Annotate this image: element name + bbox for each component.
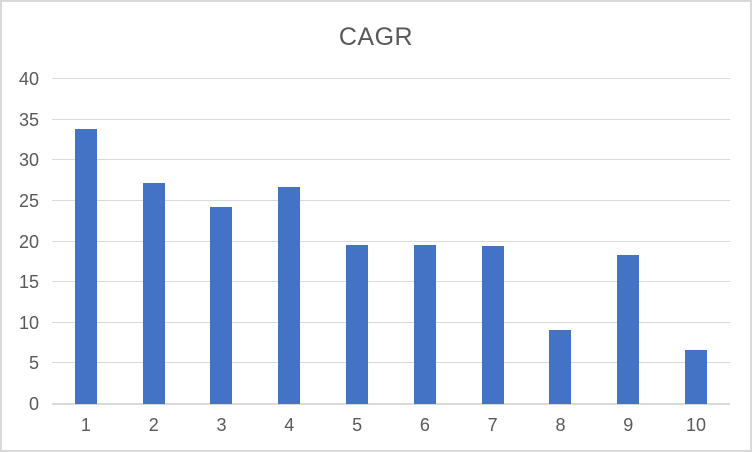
gridline — [52, 240, 730, 242]
y-axis-tick-label: 15 — [18, 272, 39, 293]
y-axis-tick-label: 35 — [18, 109, 39, 130]
x-axis-tick-label: 7 — [487, 415, 498, 435]
bar-7 — [481, 245, 504, 404]
y-axis-tick-label: 5 — [28, 353, 39, 374]
plot-area — [52, 78, 730, 405]
x-axis-tick-label: 2 — [148, 415, 159, 435]
bar-slot-7 — [459, 79, 527, 404]
y-axis-tick-label: 20 — [18, 231, 39, 252]
bar-slot-6 — [391, 79, 459, 404]
x-axis-tick-label: 6 — [419, 415, 430, 435]
bar-5 — [346, 244, 369, 404]
bar-slot-5 — [323, 79, 391, 404]
x-axis-tick-label: 10 — [686, 415, 707, 435]
bar-10 — [685, 349, 708, 404]
bar-slot-10 — [662, 79, 730, 404]
x-axis: 1 2 3 4 5 6 7 8 9 10 — [52, 415, 730, 436]
bar-4 — [278, 187, 301, 404]
bar-3 — [210, 206, 233, 404]
y-axis: 0 5 10 15 20 25 30 35 40 — [2, 70, 39, 413]
x-axis-tick-label: 9 — [623, 415, 634, 435]
bar-series — [52, 79, 730, 404]
bar-slot-4 — [255, 79, 323, 404]
bar-8 — [549, 330, 572, 404]
x-axis-tick-label: 8 — [555, 415, 566, 435]
chart-title: CAGR — [338, 23, 414, 51]
bar-2 — [142, 183, 165, 404]
x-axis-tick-label: 5 — [352, 415, 363, 435]
gridline — [52, 362, 730, 364]
gridline — [52, 281, 730, 283]
gridline — [52, 78, 730, 79]
bar-slot-2 — [120, 79, 188, 404]
bar-6 — [413, 244, 436, 404]
y-axis-tick-label: 30 — [18, 150, 39, 171]
x-axis-tick-label: 4 — [284, 415, 295, 435]
gridline — [52, 199, 730, 201]
y-axis-tick-label: 0 — [28, 394, 39, 414]
x-axis-tick-label: 1 — [80, 415, 91, 435]
gridline — [52, 118, 730, 120]
gridline — [52, 159, 730, 161]
y-axis-tick-label: 10 — [18, 312, 39, 333]
y-axis-tick-label: 25 — [18, 190, 39, 211]
bar-slot-3 — [188, 79, 256, 404]
gridline — [52, 321, 730, 323]
bar-slot-1 — [52, 79, 120, 404]
bar-slot-9 — [594, 79, 662, 404]
x-axis-tick-label: 3 — [216, 415, 227, 435]
x-axis-line — [52, 403, 730, 405]
bar-slot-8 — [527, 79, 595, 404]
bar-1 — [74, 128, 97, 404]
y-axis-tick-label: 40 — [18, 69, 39, 89]
bar-9 — [617, 255, 640, 404]
